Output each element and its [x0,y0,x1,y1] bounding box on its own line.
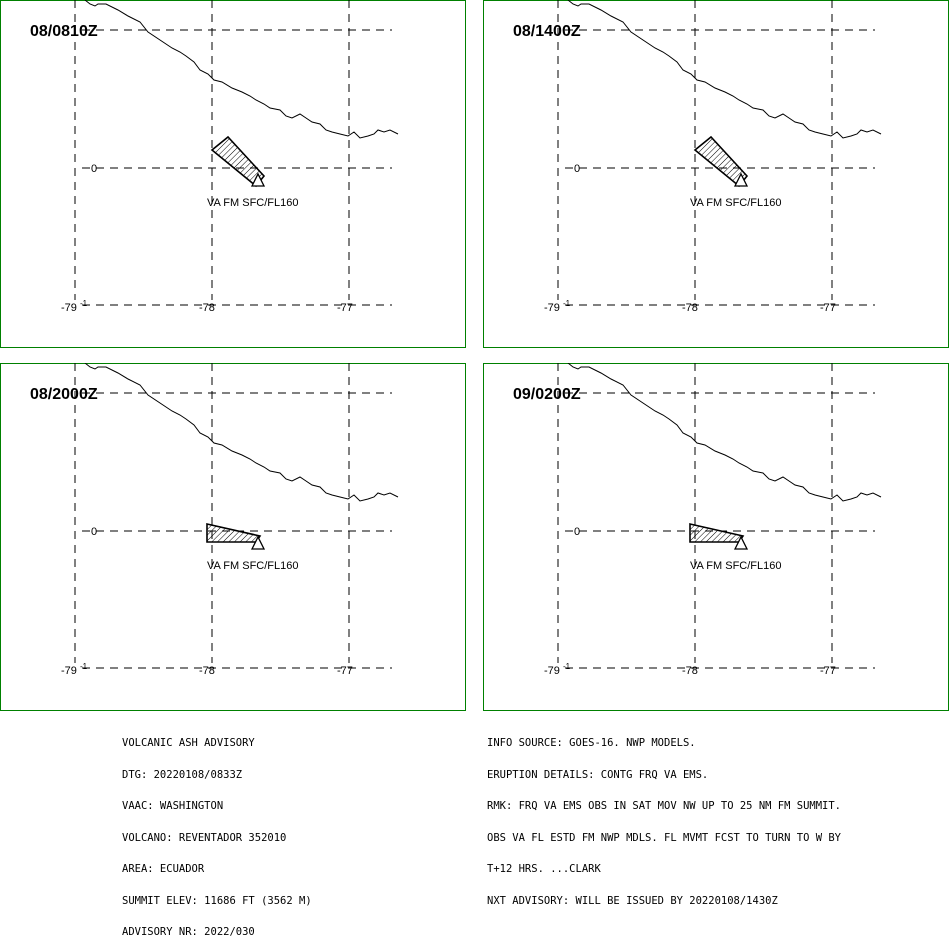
advisory-line: VOLCANO: REVENTADOR 352010 [122,831,287,844]
advisory-line: ERUPTION DETAILS: CONTG FRQ VA EMS. [487,768,709,781]
longitude-label: -77 [337,302,353,314]
time-label: 09/0200Z [513,386,581,403]
coastline [567,0,882,139]
advisory-line: SUMMIT ELEV: 11686 FT (3562 M) [122,894,312,907]
time-label: 08/0810Z [30,23,98,40]
longitude-label: -78 [199,665,215,677]
longitude-label: -78 [682,302,698,314]
longitude-label: -79 [544,302,560,314]
map-layer: 09/0200Z VA FM SFC/FL160 0 -1-79 -78 -77 [513,363,882,677]
longitude-label: -77 [820,302,836,314]
map-canvas: 09/0200Z VA FM SFC/FL160 0 -1-79 -78 -77 [513,363,882,677]
longitude-label: -79 [61,665,77,677]
volcano-vent-icon [733,535,749,550]
advisory-line: NXT ADVISORY: WILL BE ISSUED BY 20220108… [487,894,778,907]
advisory-line: ADVISORY NR: 2022/030 [122,926,255,938]
longitude-label: -77 [820,665,836,677]
forecast-panel-0200z: 09/0200Z VA FM SFC/FL160 0 -1 -79 -78 -77 [483,363,949,711]
latitude-label-minus-one: -1 [563,662,571,671]
longitude-label: -78 [199,302,215,314]
advisory-text-right: INFO SOURCE: GOES-16. NWP MODELS. ERUPTI… [487,717,841,917]
map-layer: 08/2000Z VA FM SFC/FL160 0 -1-79 -78 -77 [30,363,399,677]
coastline [84,0,399,139]
advisory-line: RMK: FRQ VA EMS OBS IN SAT MOV NW UP TO … [487,800,842,812]
time-label: 08/2000Z [30,386,98,403]
advisory-line: DTG: 20220108/0833Z [122,768,243,781]
ash-height-label: VA FM SFC/FL160 [690,197,782,209]
ash-cloud-polygon [206,522,262,543]
map-canvas: 08/1400Z VA FM SFC/FL160 0 -1-79 -78 -77 [513,0,882,314]
ash-cloud-polygon [689,522,745,543]
advisory-line: VOLCANIC ASH ADVISORY [122,737,255,749]
latitude-label-minus-one: -1 [80,299,88,308]
ash-cloud-polygon [210,135,266,188]
latitude-label-zero: 0 [91,163,97,175]
map-layer: 08/0810Z VA FM SFC/FL160 0 -1-79 -78 -77 [30,0,399,314]
ash-height-label: VA FM SFC/FL160 [207,197,299,209]
latitude-label-zero: 0 [574,526,580,538]
advisory-text-left: VOLCANIC ASH ADVISORY DTG: 20220108/0833… [122,717,312,948]
ash-height-label: VA FM SFC/FL160 [690,560,782,572]
map-canvas: 08/2000Z VA FM SFC/FL160 0 -1-79 -78 -77 [30,363,399,677]
map-canvas: 08/0810Z VA FM SFC/FL160 0 -1-79 -78 -77 [30,0,399,314]
ash-cloud-polygon [693,135,749,188]
forecast-panel-2000z: 08/2000Z VA FM SFC/FL160 0 -1 -79 -78 -77 [0,363,466,711]
volcano-vent-icon [733,172,749,187]
longitude-label: -78 [682,665,698,677]
longitude-label: -79 [61,302,77,314]
advisory-line: T+12 HRS. ...CLARK [487,863,601,875]
latitude-label-minus-one: -1 [80,662,88,671]
longitude-label: -79 [544,665,560,677]
map-layer: 08/1400Z VA FM SFC/FL160 0 -1-79 -78 -77 [513,0,882,314]
latitude-label-zero: 0 [91,526,97,538]
coastline [567,363,882,502]
longitude-label: -77 [337,665,353,677]
advisory-line: VAAC: WASHINGTON [122,800,224,812]
advisory-line: INFO SOURCE: GOES-16. NWP MODELS. [487,737,696,749]
latitude-label-minus-one: -1 [563,299,571,308]
advisory-line: AREA: ECUADOR [122,863,205,875]
time-label: 08/1400Z [513,23,581,40]
advisory-line: OBS VA FL ESTD FM NWP MDLS. FL MVMT FCST… [487,831,842,844]
volcano-vent-icon [250,535,266,550]
coastline [84,363,399,502]
volcano-vent-icon [250,172,266,187]
forecast-panel-1400z: 08/1400Z VA FM SFC/FL160 0 -1 -79 -78 -77 [483,0,949,348]
latitude-label-zero: 0 [574,163,580,175]
ash-height-label: VA FM SFC/FL160 [207,560,299,572]
forecast-panel-0810z: 08/0810Z VA FM SFC/FL160 0 -1 -79 -78 -77 [0,0,466,348]
